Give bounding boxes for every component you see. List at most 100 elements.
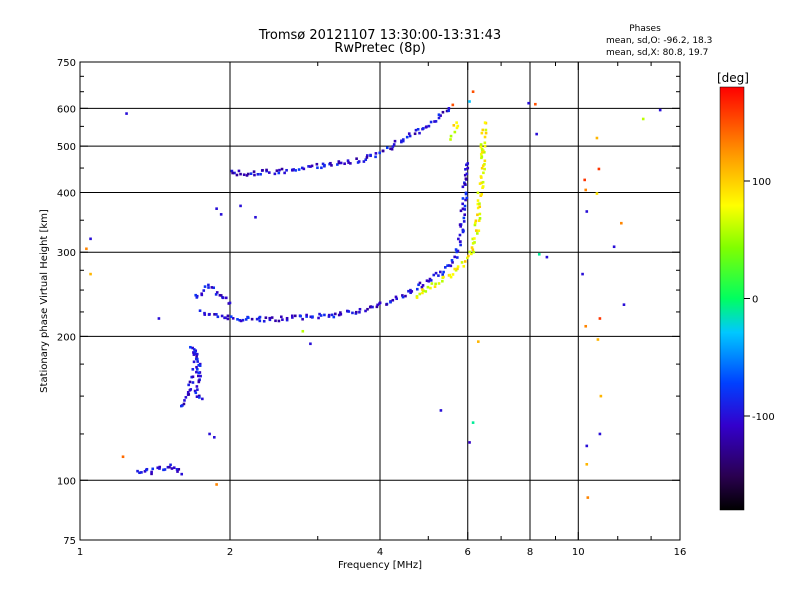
- o-mode-point: [195, 370, 198, 374]
- o-mode-point: [290, 314, 294, 318]
- o-mode-point: [207, 286, 210, 289]
- o-mode-point: [439, 114, 442, 117]
- noise-point: [471, 421, 475, 424]
- o-mode-point: [305, 315, 308, 318]
- o-mode-point: [180, 472, 184, 476]
- x-mode-point: [455, 126, 459, 130]
- x-mode-point: [478, 212, 482, 216]
- o-mode-point: [233, 171, 236, 175]
- x-mode-point: [481, 180, 485, 184]
- o-mode-point: [453, 255, 456, 259]
- o-mode-point: [432, 273, 436, 277]
- x-mode-point: [480, 181, 483, 185]
- noise-point: [468, 100, 471, 103]
- x-mode-point: [456, 267, 459, 271]
- y-tick-label: 100: [57, 476, 76, 487]
- noise-point: [545, 255, 549, 259]
- o-mode-point: [236, 318, 239, 321]
- o-mode-point: [413, 132, 417, 136]
- noise-point: [585, 444, 589, 448]
- noise-point: [658, 108, 662, 112]
- o-mode-point: [358, 310, 361, 314]
- x-mode-point: [478, 205, 482, 208]
- o-mode-point: [239, 319, 243, 323]
- x-mode-point: [484, 128, 488, 132]
- noise-point: [309, 342, 312, 346]
- o-mode-point: [280, 167, 284, 171]
- noise-point: [208, 432, 211, 436]
- noise-point: [239, 204, 242, 208]
- x-mode-point: [449, 138, 452, 141]
- o-mode-point: [224, 316, 227, 319]
- o-mode-point: [192, 348, 196, 351]
- o-mode-point: [334, 312, 337, 316]
- o-mode-point: [392, 143, 396, 146]
- x-mode-point: [421, 288, 424, 291]
- o-mode-point: [425, 279, 429, 283]
- x-mode-point: [480, 193, 484, 196]
- o-mode-point: [230, 169, 234, 173]
- x-mode-point: [426, 285, 430, 289]
- x-mode-point: [480, 166, 484, 170]
- x-mode-point: [478, 182, 482, 185]
- o-mode-point: [299, 314, 302, 318]
- colorbar-tick-label: 100: [752, 177, 771, 188]
- o-mode-point: [237, 169, 241, 173]
- o-mode-point: [198, 364, 202, 367]
- o-mode-point: [187, 393, 191, 396]
- o-mode-point: [374, 155, 377, 159]
- o-mode-point: [385, 303, 388, 306]
- axis-ticks: [79, 61, 681, 541]
- o-mode-point: [375, 305, 379, 309]
- o-mode-point: [162, 468, 165, 472]
- o-mode-point: [302, 167, 306, 171]
- o-mode-point: [268, 171, 271, 174]
- colorbar-label: [deg]: [717, 71, 749, 85]
- x-mode-point: [482, 171, 485, 175]
- o-mode-point: [182, 402, 186, 406]
- noise-point: [215, 207, 218, 210]
- o-mode-point: [433, 120, 436, 123]
- o-mode-point: [434, 120, 438, 123]
- o-mode-point: [463, 204, 467, 208]
- o-mode-point: [194, 357, 198, 361]
- o-mode-point: [442, 270, 445, 274]
- noise-point: [583, 178, 586, 182]
- o-mode-point: [465, 172, 469, 176]
- o-mode-point: [447, 109, 450, 113]
- noise-point: [585, 463, 589, 466]
- o-mode-point: [181, 404, 184, 407]
- o-mode-point: [268, 318, 272, 322]
- o-mode-point: [291, 316, 294, 319]
- x-tick-label: 4: [377, 547, 383, 558]
- noise-point: [89, 272, 92, 276]
- o-mode-point: [439, 270, 442, 274]
- o-mode-point: [140, 471, 143, 474]
- o-mode-point: [300, 166, 304, 170]
- phase-info-o: mean, sd,O: -96.2, 18.3: [606, 36, 712, 46]
- x-mode-point: [455, 121, 458, 124]
- o-mode-point: [409, 288, 412, 292]
- o-mode-point: [193, 389, 197, 393]
- o-mode-point: [445, 109, 449, 113]
- o-mode-point: [465, 163, 468, 167]
- o-mode-point: [184, 396, 188, 399]
- x-mode-point: [472, 250, 476, 254]
- x-axis-label: Frequency [MHz]: [338, 560, 422, 571]
- o-mode-point: [320, 166, 323, 170]
- o-mode-point: [216, 315, 220, 319]
- noise-point: [451, 103, 455, 107]
- y-tick-label: 500: [57, 142, 76, 153]
- o-mode-point: [309, 315, 313, 319]
- o-mode-point: [463, 181, 466, 185]
- x-mode-point: [437, 282, 441, 285]
- o-mode-point: [410, 290, 414, 293]
- o-mode-point: [337, 161, 341, 165]
- o-mode-point: [339, 313, 343, 316]
- o-mode-point: [270, 316, 274, 319]
- o-mode-point: [163, 468, 167, 471]
- o-mode-point: [281, 318, 284, 321]
- o-mode-point: [418, 281, 422, 285]
- y-tick-label: 300: [57, 248, 76, 259]
- o-mode-point: [191, 375, 195, 379]
